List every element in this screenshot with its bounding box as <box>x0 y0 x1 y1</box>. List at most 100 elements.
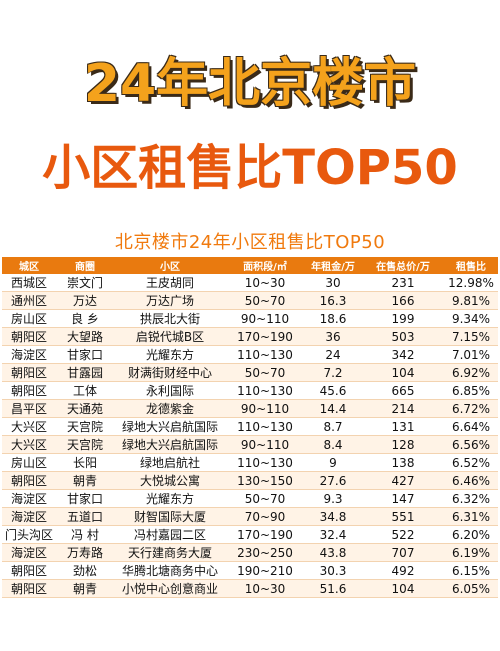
community-cell: 万达广场 <box>114 291 226 310</box>
table-row: 朝阳区 劲松 华腾北塘商务中心 190~210 30.3 492 6.15% <box>2 561 498 580</box>
community-cell: 绿地启航社 <box>114 453 226 472</box>
table-row: 朝阳区 朝青 大悦城公寓 130~150 27.6 427 6.46% <box>2 471 498 490</box>
business-area-cell: 朝青 <box>56 579 114 598</box>
table-body: 西城区 崇文门 王皮胡同 10~30 30 231 12.98% 通州区 万达 万达广场 50~70… <box>2 274 498 598</box>
rent-sale-ratio-cell: 12.98% <box>444 274 498 292</box>
total-price-cell: 707 <box>362 543 444 562</box>
column-header: 面积段/㎡ <box>226 257 304 274</box>
table-row: 海淀区 甘家口 光耀东方 50~70 9.3 147 6.32% <box>2 489 498 508</box>
annual-rent-cell: 30.3 <box>304 561 362 580</box>
rent-sale-ratio-cell: 6.32% <box>444 489 498 508</box>
annual-rent-cell: 30 <box>304 274 362 292</box>
annual-rent-cell: 18.6 <box>304 309 362 328</box>
rent-sale-ratio-cell: 6.72% <box>444 399 498 418</box>
annual-rent-cell: 7.2 <box>304 363 362 382</box>
rent-sale-ratio-cell: 9.34% <box>444 309 498 328</box>
table-title: 北京楼市24年小区租售比TOP50 <box>114 232 386 253</box>
rent-sale-ratio-cell: 6.52% <box>444 453 498 472</box>
rent-sale-ratio-cell: 6.15% <box>444 561 498 580</box>
rent-sale-ratio-cell: 6.64% <box>444 417 498 436</box>
column-header: 小区 <box>114 257 226 274</box>
area-range-cell: 90~110 <box>226 435 304 454</box>
district-cell: 西城区 <box>2 274 56 292</box>
column-header: 租售比 <box>444 257 498 274</box>
community-cell: 启锐代城B区 <box>114 327 226 346</box>
table-row: 大兴区 天宫院 绿地大兴启航国际 90~110 8.4 128 6.56% <box>2 435 498 454</box>
district-cell: 大兴区 <box>2 435 56 454</box>
district-cell: 朝阳区 <box>2 381 56 400</box>
annual-rent-cell: 32.4 <box>304 525 362 544</box>
district-cell: 朝阳区 <box>2 579 56 598</box>
headline-sub: 小区租售比TOP50 <box>42 140 458 196</box>
community-cell: 天行建商务大厦 <box>114 543 226 562</box>
business-area-cell: 大望路 <box>56 327 114 346</box>
district-cell: 房山区 <box>2 453 56 472</box>
community-cell: 永利国际 <box>114 381 226 400</box>
ranking-table: 城区 商圈 小区 面积段/㎡ 年租金/万 在售总价/万 租售比 西城区 崇文门 王皮… <box>2 257 498 598</box>
rent-sale-ratio-cell: 6.31% <box>444 507 498 526</box>
business-area-cell: 朝青 <box>56 471 114 490</box>
rent-sale-ratio-cell: 6.92% <box>444 363 498 382</box>
rent-sale-ratio-cell: 6.19% <box>444 543 498 562</box>
area-range-cell: 70~90 <box>226 507 304 526</box>
area-range-cell: 110~130 <box>226 417 304 436</box>
district-cell: 海淀区 <box>2 489 56 508</box>
total-price-cell: 342 <box>362 345 444 364</box>
rent-sale-ratio-cell: 7.15% <box>444 327 498 346</box>
table-row: 朝阳区 朝青 小悦中心创意商业 10~30 51.6 104 6.05% <box>2 579 498 598</box>
total-price-cell: 551 <box>362 507 444 526</box>
community-cell: 龙德紫金 <box>114 399 226 418</box>
rent-sale-ratio-cell: 7.01% <box>444 345 498 364</box>
community-cell: 财智国际大厦 <box>114 507 226 526</box>
area-range-cell: 50~70 <box>226 291 304 310</box>
headline-main: 24年北京楼市 <box>83 54 417 114</box>
community-cell: 绿地大兴启航国际 <box>114 435 226 454</box>
total-price-cell: 166 <box>362 291 444 310</box>
table-row: 门头沟区冯 村冯村嘉园二区 170~190 32.4 522 6.20% <box>2 525 498 544</box>
business-area-cell: 甘家口 <box>56 489 114 508</box>
district-cell: 朝阳区 <box>2 363 56 382</box>
business-area-cell: 崇文门 <box>56 274 114 292</box>
column-header: 年租金/万 <box>304 257 362 274</box>
total-price-cell: 104 <box>362 579 444 598</box>
annual-rent-cell: 27.6 <box>304 471 362 490</box>
table-row: 朝阳区 大望路 启锐代城B区 170~190 36 503 7.15% <box>2 327 498 346</box>
table-row: 西城区 崇文门 王皮胡同 10~30 30 231 12.98% <box>2 274 498 292</box>
community-cell: 绿地大兴启航国际 <box>114 417 226 436</box>
total-price-cell: 665 <box>362 381 444 400</box>
total-price-cell: 522 <box>362 525 444 544</box>
annual-rent-cell: 9.3 <box>304 489 362 508</box>
rent-sale-ratio-cell: 6.85% <box>444 381 498 400</box>
district-cell: 门头沟区 <box>2 525 56 544</box>
business-area-cell: 长阳 <box>56 453 114 472</box>
community-cell: 华腾北塘商务中心 <box>114 561 226 580</box>
total-price-cell: 231 <box>362 274 444 292</box>
rent-sale-ratio-cell: 6.20% <box>444 525 498 544</box>
area-range-cell: 10~30 <box>226 274 304 292</box>
business-area-cell: 工体 <box>56 381 114 400</box>
annual-rent-cell: 51.6 <box>304 579 362 598</box>
annual-rent-cell: 36 <box>304 327 362 346</box>
community-cell: 光耀东方 <box>114 489 226 508</box>
area-range-cell: 190~210 <box>226 561 304 580</box>
annual-rent-cell: 8.4 <box>304 435 362 454</box>
area-range-cell: 170~190 <box>226 525 304 544</box>
area-range-cell: 50~70 <box>226 363 304 382</box>
area-range-cell: 110~130 <box>226 453 304 472</box>
total-price-cell: 128 <box>362 435 444 454</box>
annual-rent-cell: 16.3 <box>304 291 362 310</box>
district-cell: 海淀区 <box>2 507 56 526</box>
total-price-cell: 138 <box>362 453 444 472</box>
table-row: 海淀区 甘家口 光耀东方 110~130 24 342 7.01% <box>2 345 498 364</box>
total-price-cell: 214 <box>362 399 444 418</box>
table-row: 昌平区 天通苑 龙德紫金 90~110 14.4 214 6.72% <box>2 399 498 418</box>
community-cell: 光耀东方 <box>114 345 226 364</box>
table-row: 通州区 万达 万达广场 50~70 16.3 166 9.81% <box>2 291 498 310</box>
district-cell: 海淀区 <box>2 345 56 364</box>
annual-rent-cell: 9 <box>304 453 362 472</box>
business-area-cell: 甘露园 <box>56 363 114 382</box>
area-range-cell: 170~190 <box>226 327 304 346</box>
business-area-cell: 天宫院 <box>56 417 114 436</box>
area-range-cell: 50~70 <box>226 489 304 508</box>
area-range-cell: 110~130 <box>226 345 304 364</box>
